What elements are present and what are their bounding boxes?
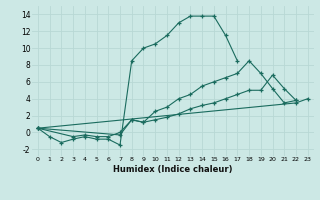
X-axis label: Humidex (Indice chaleur): Humidex (Indice chaleur) [113,165,233,174]
